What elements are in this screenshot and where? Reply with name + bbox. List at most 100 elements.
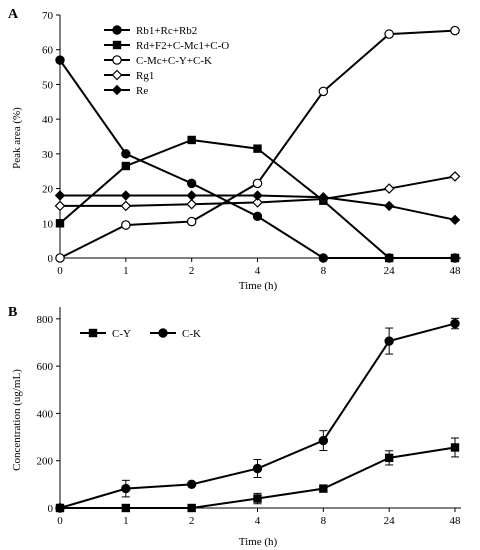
- panel-b-x-tick-label: 48: [450, 515, 462, 527]
- panel-a-y-tick-label: 30: [42, 149, 54, 161]
- panel-b-y-tick-label: 600: [37, 361, 54, 373]
- panel-a-data-point: [450, 25, 460, 36]
- panel-a-x-axis-title: Time (h): [239, 280, 278, 292]
- panel-a-data-point: [253, 144, 262, 153]
- panel-a-y-tick-label: 70: [42, 10, 54, 22]
- panel-a-y-tick-label: 60: [42, 45, 54, 57]
- panel-b-y-axis-title: Concentration (ug/mL): [11, 369, 23, 471]
- panel-b-data-point: [121, 483, 131, 494]
- panel-b-x-tick-label: 4: [255, 515, 261, 527]
- panel-a-series-1: [55, 135, 460, 263]
- panel-b-y-tick-label: 400: [37, 408, 54, 420]
- panel-a-data-point: [55, 55, 65, 65]
- panel-a: A Peak area (%) Time (h) 010203040506070…: [8, 7, 461, 292]
- panel-b-x-tick-label: 8: [321, 515, 327, 527]
- panel-a-data-point: [186, 178, 197, 189]
- panel-b-series-1: [55, 317, 460, 513]
- panel-a-y-tick-label: 0: [48, 253, 54, 265]
- panel-b-legend-label: C-Y: [112, 328, 131, 340]
- panel-a-data-point: [318, 86, 329, 97]
- panel-a-legend-label: Rd+F2+C-Mc1+C-O: [136, 40, 229, 52]
- panel-a-data-point: [384, 29, 394, 39]
- panel-b-x-tick-label: 1: [123, 515, 129, 527]
- panel-b-data-point: [384, 453, 394, 463]
- panel-a-data-point: [186, 216, 197, 227]
- panel-b-legend-marker: [158, 328, 168, 338]
- panel-a-data-point: [55, 219, 65, 228]
- panel-b-label: B: [8, 305, 17, 320]
- panel-a-data-point: [383, 183, 395, 194]
- panel-a-data-point: [252, 211, 263, 222]
- panel-a-data-point: [120, 190, 132, 201]
- panel-a-legend-label: Re: [136, 85, 148, 97]
- panel-b-data-point: [253, 494, 262, 503]
- panel-b-data-point: [450, 318, 460, 329]
- panel-a-y-tick-label: 40: [42, 114, 54, 126]
- panel-b-legend: C-Y C-K: [80, 328, 201, 340]
- panel-b-legend-marker: [88, 328, 98, 338]
- panel-a-data-point: [449, 214, 461, 226]
- panel-b-x-tick-label: 2: [189, 515, 195, 527]
- panel-a-legend-marker: [112, 25, 122, 35]
- panel-b-x-tick-label: 24: [384, 515, 396, 527]
- panel-a-y-tick-label: 50: [42, 79, 54, 91]
- panel-b-y-tick-label: 800: [37, 314, 54, 326]
- panel-a-x-tick-label: 2: [189, 265, 195, 277]
- panel-b-data-point: [186, 479, 197, 490]
- panel-a-data-point: [54, 190, 66, 201]
- panel-a-x-tick-label: 0: [57, 265, 63, 277]
- panel-a-data-point: [55, 253, 65, 263]
- panel-a-series-2: [55, 25, 460, 263]
- panel-a-x-tick-label: 8: [321, 265, 327, 277]
- panel-a-y-tick-label: 20: [42, 184, 54, 196]
- panel-a-x-tick-label: 48: [450, 265, 462, 277]
- panel-b-data-point: [450, 443, 460, 452]
- panel-b-data-point: [384, 336, 394, 346]
- panel-a-data-point: [384, 253, 394, 263]
- panel-a-y-axis-title: Peak area (%): [11, 107, 23, 169]
- panel-b-data-point: [187, 503, 196, 513]
- panel-b-data-point: [252, 463, 263, 474]
- panel-a-x-tick-label: 24: [384, 265, 396, 277]
- panel-a-data-point: [383, 200, 395, 212]
- panel-a-legend-marker: [111, 69, 123, 81]
- panel-a-data-point: [252, 197, 263, 208]
- panel-a-label: A: [8, 7, 19, 22]
- panel-a-x-tick-label: 1: [123, 265, 129, 277]
- panel-a-data-point: [121, 149, 131, 159]
- panel-a-legend-label: Rg1: [136, 70, 154, 82]
- panel-b-x-tick-label: 0: [57, 515, 63, 527]
- panel-a-series-4: [54, 190, 461, 226]
- panel-b-y-tick-label: 0: [48, 503, 54, 515]
- panel-a-series: [54, 25, 461, 263]
- panel-b: B Concentration (ug/mL) Time (h) 0 200 400…: [8, 305, 461, 548]
- panel-b-data-point: [318, 435, 329, 446]
- panel-a-data-point: [121, 161, 131, 171]
- panel-a-data-point: [318, 192, 329, 203]
- panel-a-data-point: [450, 253, 460, 263]
- panel-a-data-point: [252, 178, 263, 189]
- panel-a-legend-label: Rb1+Rc+Rb2: [136, 25, 197, 37]
- panel-a-data-point: [120, 200, 132, 212]
- panel-b-series-line: [59, 322, 456, 509]
- panel-a-data-point: [187, 135, 196, 145]
- panel-b-series: [55, 317, 460, 513]
- panel-a-data-point: [121, 220, 131, 230]
- panel-a-legend: Rb1+Rc+Rb2 Rd+F2+C-Mc1+C-O C-Mc+C-Y+C-K Rg1…: [104, 25, 229, 97]
- panel-a-data-point: [318, 253, 329, 263]
- panel-b-data-point: [121, 503, 131, 513]
- panel-a-x-tick-label: 4: [255, 265, 261, 277]
- panel-b-legend-label: C-K: [182, 328, 201, 340]
- panel-a-legend-marker: [112, 40, 122, 50]
- panel-a-legend-marker: [111, 84, 123, 96]
- panel-a-data-point: [449, 171, 461, 182]
- panel-a-legend-label: C-Mc+C-Y+C-K: [136, 55, 212, 67]
- panel-a-data-point: [54, 200, 66, 212]
- panel-a-data-point: [186, 190, 197, 201]
- panel-a-data-point: [252, 190, 263, 201]
- panel-a-legend-marker: [112, 55, 122, 65]
- panel-a-y-tick-label: 10: [42, 218, 54, 230]
- panel-a-data-point: [186, 198, 198, 210]
